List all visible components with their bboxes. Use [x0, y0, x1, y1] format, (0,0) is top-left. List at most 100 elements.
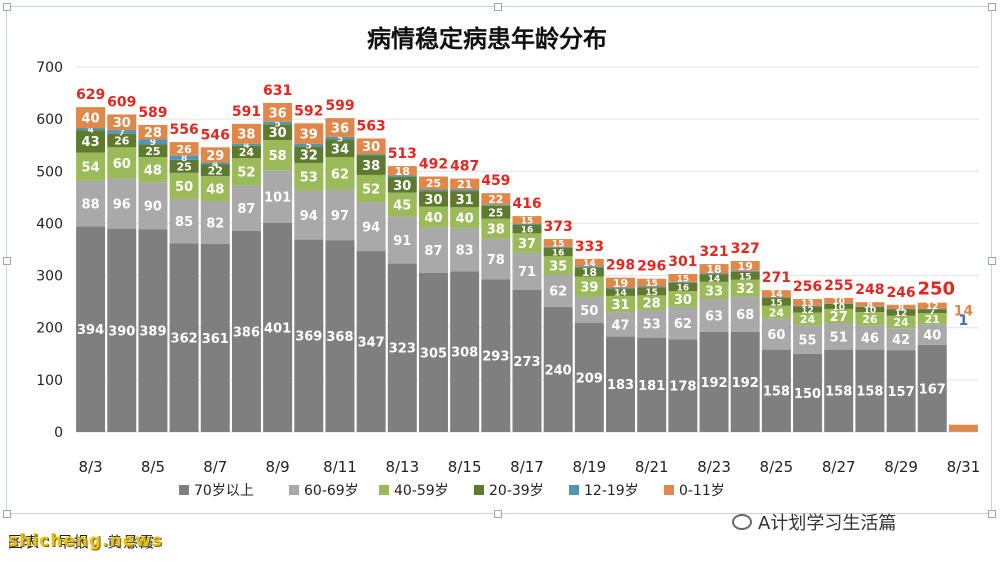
- bar-segment-label: 29: [206, 149, 224, 164]
- bar-segment: [294, 146, 324, 163]
- bar-segment-label: 308: [451, 346, 478, 361]
- bar-segment-label: 48: [144, 164, 162, 179]
- bar-total-label: 592: [294, 103, 323, 119]
- bar-segment: [543, 274, 573, 307]
- bar-segment: [606, 336, 636, 432]
- bar-segment-label: 94: [300, 209, 318, 224]
- bar-segment: [387, 192, 417, 217]
- bar-segment-label: 14: [708, 275, 721, 285]
- resize-handle-bottom[interactable]: [494, 510, 502, 518]
- bar-segment: [512, 223, 542, 225]
- bar-segment: [824, 323, 854, 350]
- bar-segment: [387, 216, 417, 264]
- bar-segment-label: 394: [77, 323, 104, 338]
- bar-total-label: 250: [917, 279, 955, 300]
- bar-segment-label: 389: [139, 325, 166, 340]
- bar-segment-label: 30: [393, 179, 411, 194]
- bar-segment-label: 30: [269, 126, 287, 141]
- bar-segment: [917, 313, 947, 325]
- bar-segment-label: 15: [770, 298, 783, 308]
- resize-handle-top-right[interactable]: [988, 3, 996, 11]
- y-tick-label: 300: [36, 269, 63, 285]
- bar-segment-label: 273: [513, 355, 540, 370]
- bar-segment-label: 369: [295, 330, 322, 345]
- bar-segment-label: 32: [300, 149, 318, 164]
- bar-segment: [917, 302, 947, 309]
- bar-segment: [387, 263, 417, 432]
- bar-segment: [138, 139, 168, 145]
- bar-segment-label: 52: [362, 182, 380, 197]
- bar-segment: [356, 251, 386, 432]
- bar-segment: [200, 243, 230, 432]
- bar-segment-label: 43: [82, 135, 100, 150]
- bar-segment: [76, 180, 106, 227]
- bar-total-label: 296: [637, 259, 666, 275]
- resize-handle-bottom-left[interactable]: [3, 510, 11, 518]
- bar-segment: [730, 279, 760, 297]
- x-tick-label: 8/23: [697, 458, 731, 476]
- bar-segment-label: 38: [362, 159, 380, 174]
- bar-segment: [606, 295, 636, 313]
- bar-segment-label: 87: [237, 202, 255, 217]
- bar-segment: [637, 278, 667, 287]
- bar-segment: [169, 142, 199, 156]
- last-bar-annotation: 14: [954, 304, 974, 320]
- bar-total-label: 556: [169, 122, 198, 138]
- resize-handle-bottom-right[interactable]: [988, 510, 996, 518]
- resize-handle-top-left[interactable]: [3, 3, 11, 11]
- bar-segment-label: 347: [358, 335, 385, 350]
- bar-segment: [512, 233, 542, 253]
- bar-segment-label: 40: [424, 211, 442, 226]
- bar-total-label: 629: [76, 87, 105, 103]
- bar-segment: [418, 227, 448, 273]
- bar-segment-label: 30: [424, 193, 442, 208]
- bar-segment-label: 71: [518, 265, 536, 280]
- bar-segment-label: 46: [861, 332, 879, 347]
- bar-segment: [855, 312, 885, 326]
- bar-segment: [481, 218, 511, 239]
- bar-segment-label: 4: [87, 125, 93, 135]
- bar-segment-label: 390: [108, 324, 135, 339]
- resize-handle-left[interactable]: [3, 257, 11, 265]
- bar-segment: [481, 238, 511, 280]
- resize-handle-right[interactable]: [988, 257, 996, 265]
- bar-segment: [855, 306, 885, 313]
- wechat-icon: [732, 514, 752, 530]
- bar-segment-label: 10: [832, 297, 845, 307]
- bar-segment-label: 55: [799, 333, 817, 348]
- bar-segment: [699, 264, 729, 274]
- bar-segment-label: 30: [674, 293, 692, 308]
- legend-entry: 60-69岁: [304, 483, 359, 499]
- bar-segment-label: 12: [895, 309, 908, 319]
- bar-segment-label: 26: [176, 143, 192, 156]
- bar-segment-label: 15: [645, 288, 658, 298]
- bar-segment-label: 31: [611, 298, 629, 313]
- bar-segment: [418, 206, 448, 228]
- bar-segment-label: 40: [82, 112, 100, 127]
- bar-segment: [107, 147, 137, 179]
- bar-segment: [450, 189, 480, 192]
- bar-segment: [263, 121, 293, 125]
- bar-segment-label: 39: [300, 127, 318, 142]
- bar-segment: [294, 190, 324, 240]
- bar-segment: [793, 353, 823, 432]
- bar-segment: [761, 318, 791, 350]
- bar-segment: [263, 170, 293, 223]
- bar-segment: [356, 155, 386, 175]
- bar-segment: [200, 164, 230, 176]
- x-tick-label: 8/7: [203, 458, 227, 476]
- bar-segment: [200, 201, 230, 244]
- resize-handle-top[interactable]: [494, 3, 502, 11]
- x-tick-label: 8/31: [947, 458, 981, 476]
- bar-segment: [418, 272, 448, 432]
- bar-segment-label: 386: [233, 325, 260, 340]
- bar-segment: [574, 258, 604, 267]
- bar-segment-label: 42: [892, 333, 910, 348]
- bar-segment-label: 78: [487, 253, 505, 268]
- bar-segment: [387, 177, 417, 193]
- bar-segment-label: 5: [274, 119, 280, 129]
- bar-segment-label: 157: [887, 385, 914, 400]
- bar-segment: [325, 189, 355, 241]
- bar-segment: [543, 306, 573, 432]
- bar-segment: [824, 303, 854, 309]
